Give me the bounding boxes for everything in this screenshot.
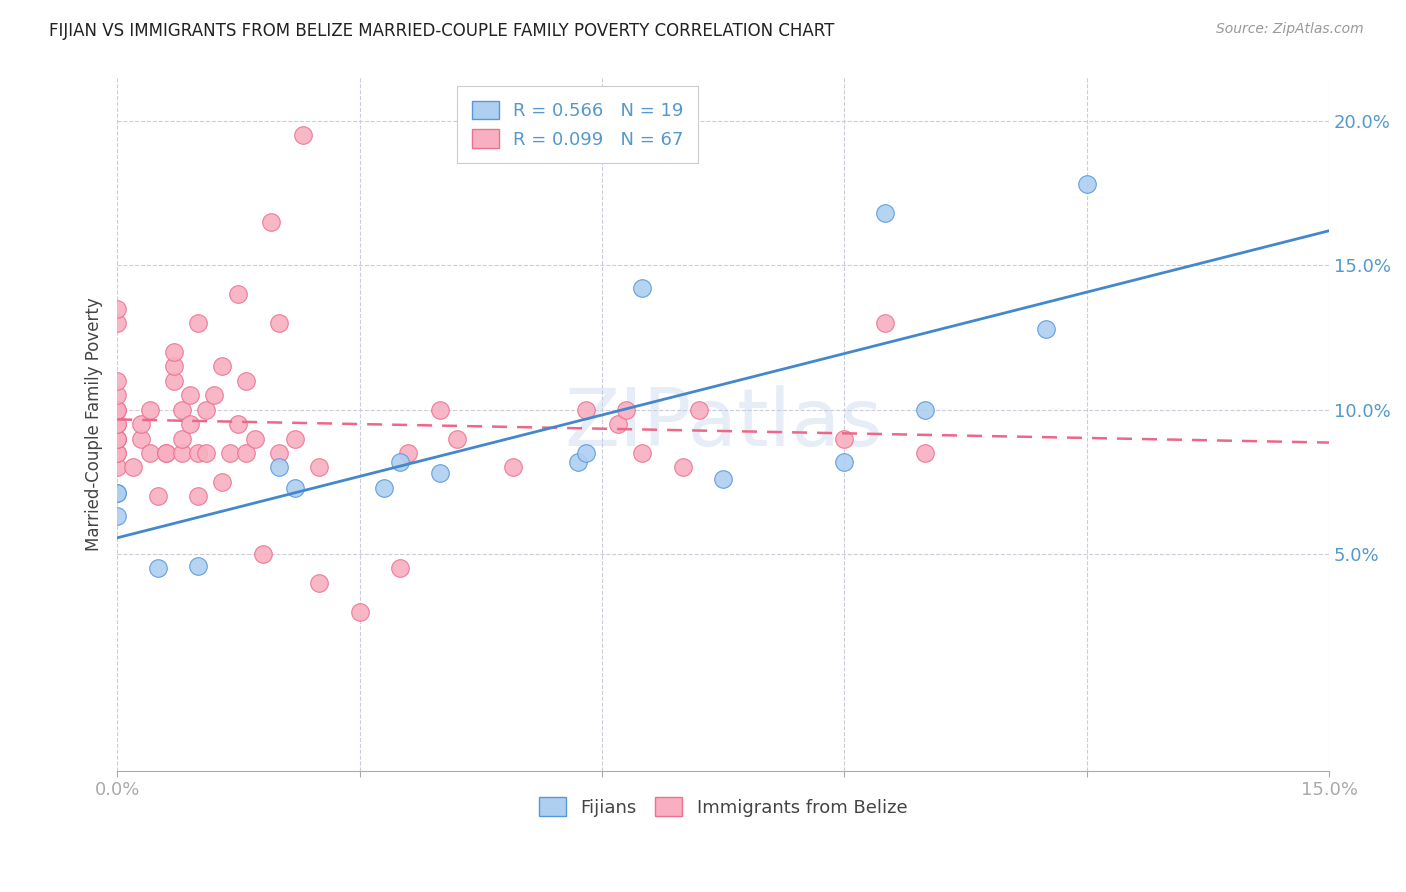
- Point: [170, 402, 193, 417]
- Point: [146, 561, 169, 575]
- Point: [170, 446, 193, 460]
- Point: [914, 402, 936, 417]
- Point: [105, 301, 128, 316]
- Point: [914, 446, 936, 460]
- Point: [284, 432, 307, 446]
- Point: [187, 558, 209, 573]
- Point: [567, 455, 589, 469]
- Point: [446, 432, 468, 446]
- Point: [105, 402, 128, 417]
- Point: [228, 287, 250, 301]
- Point: [267, 446, 290, 460]
- Point: [873, 206, 896, 220]
- Point: [429, 402, 451, 417]
- Text: Source: ZipAtlas.com: Source: ZipAtlas.com: [1216, 22, 1364, 37]
- Point: [502, 460, 524, 475]
- Point: [1076, 178, 1098, 192]
- Point: [267, 460, 290, 475]
- Point: [170, 432, 193, 446]
- Point: [834, 432, 856, 446]
- Y-axis label: Married-Couple Family Poverty: Married-Couple Family Poverty: [86, 297, 103, 551]
- Point: [105, 316, 128, 330]
- Point: [105, 486, 128, 500]
- Point: [711, 472, 734, 486]
- Point: [614, 402, 637, 417]
- Point: [211, 475, 233, 489]
- Point: [292, 128, 315, 143]
- Point: [688, 402, 710, 417]
- Point: [105, 446, 128, 460]
- Point: [252, 547, 274, 561]
- Point: [155, 446, 177, 460]
- Point: [260, 215, 283, 229]
- Point: [105, 460, 128, 475]
- Point: [187, 489, 209, 503]
- Point: [105, 417, 128, 431]
- Point: [163, 344, 186, 359]
- Point: [575, 446, 598, 460]
- Text: ZIPatlas: ZIPatlas: [564, 385, 882, 463]
- Point: [179, 417, 201, 431]
- Point: [672, 460, 695, 475]
- Point: [349, 605, 371, 619]
- Point: [1035, 322, 1057, 336]
- Text: FIJIAN VS IMMIGRANTS FROM BELIZE MARRIED-COUPLE FAMILY POVERTY CORRELATION CHART: FIJIAN VS IMMIGRANTS FROM BELIZE MARRIED…: [49, 22, 835, 40]
- Point: [607, 417, 630, 431]
- Point: [228, 417, 250, 431]
- Legend: Fijians, Immigrants from Belize: Fijians, Immigrants from Belize: [531, 790, 914, 824]
- Point: [179, 388, 201, 402]
- Point: [834, 455, 856, 469]
- Point: [187, 446, 209, 460]
- Point: [195, 446, 218, 460]
- Point: [308, 460, 330, 475]
- Point: [195, 402, 218, 417]
- Point: [105, 432, 128, 446]
- Point: [267, 316, 290, 330]
- Point: [187, 316, 209, 330]
- Point: [429, 466, 451, 480]
- Point: [631, 446, 654, 460]
- Point: [631, 281, 654, 295]
- Point: [235, 446, 257, 460]
- Point: [105, 486, 128, 500]
- Point: [284, 481, 307, 495]
- Point: [105, 388, 128, 402]
- Point: [105, 402, 128, 417]
- Point: [105, 509, 128, 524]
- Point: [388, 561, 411, 575]
- Point: [138, 402, 160, 417]
- Point: [388, 455, 411, 469]
- Point: [131, 417, 153, 431]
- Point: [202, 388, 225, 402]
- Point: [219, 446, 242, 460]
- Point: [235, 374, 257, 388]
- Point: [396, 446, 419, 460]
- Point: [138, 446, 160, 460]
- Point: [146, 489, 169, 503]
- Point: [308, 576, 330, 591]
- Point: [211, 359, 233, 374]
- Point: [105, 374, 128, 388]
- Point: [163, 374, 186, 388]
- Point: [873, 316, 896, 330]
- Point: [243, 432, 266, 446]
- Point: [105, 417, 128, 431]
- Point: [155, 446, 177, 460]
- Point: [163, 359, 186, 374]
- Point: [575, 402, 598, 417]
- Point: [373, 481, 395, 495]
- Point: [105, 446, 128, 460]
- Point: [131, 432, 153, 446]
- Point: [105, 432, 128, 446]
- Point: [122, 460, 145, 475]
- Point: [105, 432, 128, 446]
